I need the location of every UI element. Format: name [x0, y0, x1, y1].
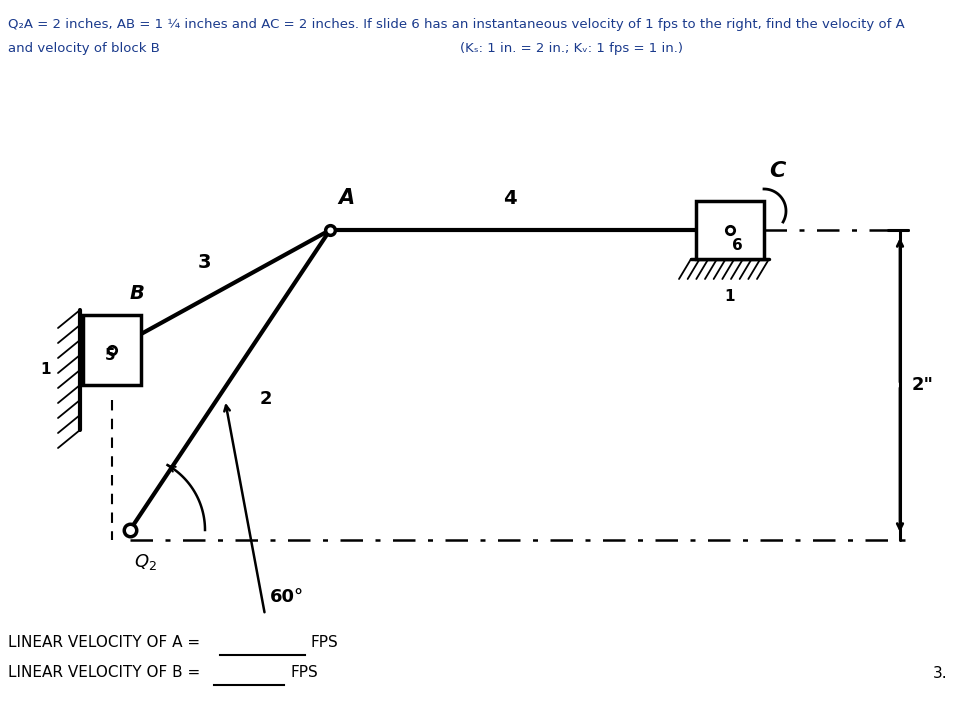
Text: 3: 3 — [197, 253, 211, 272]
Text: 6: 6 — [732, 238, 743, 253]
Text: B: B — [130, 284, 145, 303]
Bar — [83, 315, 141, 385]
Text: A: A — [338, 188, 354, 208]
Text: Q₂A = 2 inches, AB = 1 ¼ inches and AC = 2 inches. If slide 6 has an instantaneo: Q₂A = 2 inches, AB = 1 ¼ inches and AC =… — [8, 18, 905, 31]
Text: (Kₛ: 1 in. = 2 in.; Kᵥ: 1 fps = 1 in.): (Kₛ: 1 in. = 2 in.; Kᵥ: 1 fps = 1 in.) — [460, 42, 683, 55]
Text: 2: 2 — [260, 390, 273, 408]
Bar — [696, 201, 764, 259]
Text: 4: 4 — [503, 189, 516, 208]
Text: 5: 5 — [104, 348, 115, 363]
Text: 1: 1 — [724, 289, 735, 304]
Text: 60°: 60° — [270, 588, 305, 606]
Text: $Q_2$: $Q_2$ — [134, 552, 157, 572]
Text: C: C — [769, 161, 785, 181]
Text: and velocity of block B: and velocity of block B — [8, 42, 160, 55]
Text: LINEAR VELOCITY OF B =: LINEAR VELOCITY OF B = — [8, 665, 200, 680]
Text: FPS: FPS — [290, 665, 318, 680]
Text: LINEAR VELOCITY OF A =: LINEAR VELOCITY OF A = — [8, 635, 200, 650]
Text: 3.: 3. — [932, 666, 947, 681]
Text: FPS: FPS — [311, 635, 338, 650]
Text: 1: 1 — [41, 363, 51, 378]
Text: 2": 2" — [912, 376, 934, 394]
